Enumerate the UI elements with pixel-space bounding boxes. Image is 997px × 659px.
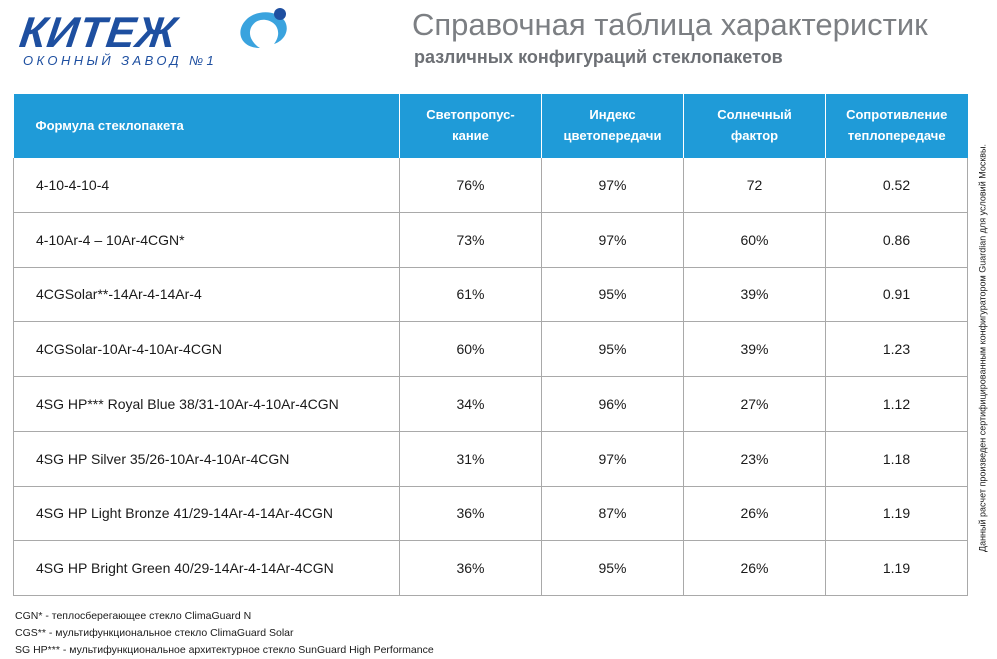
side-note-text: Данный расчет произведен сертифицированн…	[977, 143, 988, 553]
table-row: 4-10Ar-4 – 10Ar-4CGN* 73% 97% 60% 0.86	[13, 212, 968, 268]
cell-solar-factor: 27%	[683, 376, 826, 432]
cell-light-transmission: 31%	[399, 431, 542, 487]
table-row: 4CGSolar**-14Ar-4-14Ar-4 61% 95% 39% 0.9…	[13, 267, 968, 323]
cell-color-rendering: 87%	[541, 486, 684, 542]
cell-heat-resistance: 1.23	[825, 321, 968, 377]
cell-heat-resistance: 0.86	[825, 212, 968, 268]
company-logo: КИТЕЖ ОКОННЫЙ ЗАВОД №1	[16, 4, 288, 74]
characteristics-table-container: Формула стеклопакета Светопропус- кание …	[13, 94, 968, 596]
cell-formula: 4-10-4-10-4	[13, 158, 400, 213]
cell-formula: 4SG HP Silver 35/26-10Ar-4-10Ar-4CGN	[13, 431, 400, 487]
page-subtitle: различных конфигураций стеклопакетов	[414, 47, 783, 67]
cell-color-rendering: 97%	[541, 158, 684, 213]
cell-light-transmission: 73%	[399, 212, 542, 268]
cell-formula: 4CGSolar-10Ar-4-10Ar-4CGN	[13, 321, 400, 377]
cell-heat-resistance: 1.19	[825, 540, 968, 596]
logo-brand-text: КИТЕЖ	[16, 9, 181, 57]
footnote-sghp: SG HP*** - мультифункциональное архитект…	[15, 644, 434, 656]
cell-solar-factor: 26%	[683, 486, 826, 542]
header-solar-factor: Солнечный фактор	[683, 94, 826, 158]
page-title: Справочная таблица характеристик	[412, 7, 928, 42]
characteristics-table: Формула стеклопакета Светопропус- кание …	[13, 94, 968, 596]
table-row: 4SG HP Light Bronze 41/29-14Ar-4-14Ar-4C…	[13, 486, 968, 542]
table-header-row: Формула стеклопакета Светопропус- кание …	[13, 94, 968, 158]
cell-formula: 4SG HP Light Bronze 41/29-14Ar-4-14Ar-4C…	[13, 486, 400, 542]
logo-tagline: ОКОННЫЙ ЗАВОД №1	[23, 53, 218, 68]
cell-light-transmission: 36%	[399, 486, 542, 542]
cell-solar-factor: 72	[683, 158, 826, 213]
cell-solar-factor: 26%	[683, 540, 826, 596]
cell-light-transmission: 34%	[399, 376, 542, 432]
header-heat-resistance: Сопротивление теплопередаче	[825, 94, 968, 158]
table-row: 4CGSolar-10Ar-4-10Ar-4CGN 60% 95% 39% 1.…	[13, 321, 968, 377]
cell-solar-factor: 39%	[683, 267, 826, 323]
cell-heat-resistance: 1.18	[825, 431, 968, 487]
cell-solar-factor: 60%	[683, 212, 826, 268]
cell-heat-resistance: 0.52	[825, 158, 968, 213]
cell-heat-resistance: 1.12	[825, 376, 968, 432]
cell-heat-resistance: 1.19	[825, 486, 968, 542]
cell-heat-resistance: 0.91	[825, 267, 968, 323]
footnote-cgs: CGS** - мультифункциональное стекло Clim…	[15, 627, 294, 639]
cell-color-rendering: 97%	[541, 431, 684, 487]
cell-formula: 4CGSolar**-14Ar-4-14Ar-4	[13, 267, 400, 323]
cell-solar-factor: 39%	[683, 321, 826, 377]
cell-color-rendering: 95%	[541, 267, 684, 323]
cell-light-transmission: 76%	[399, 158, 542, 213]
table-row: 4SG HP Bright Green 40/29-14Ar-4-14Ar-4C…	[13, 540, 968, 596]
cell-light-transmission: 61%	[399, 267, 542, 323]
cell-formula: 4SG HP*** Royal Blue 38/31-10Ar-4-10Ar-4…	[13, 376, 400, 432]
cell-light-transmission: 36%	[399, 540, 542, 596]
header-light-transmission: Светопропус- кание	[399, 94, 542, 158]
footnotes: CGN* - теплосберегающее стекло ClimaGuar…	[15, 608, 434, 659]
table-row: 4-10-4-10-4 76% 97% 72 0.52	[13, 158, 968, 213]
cell-solar-factor: 23%	[683, 431, 826, 487]
header-color-rendering-index: Индекс цветопередачи	[541, 94, 684, 158]
cell-light-transmission: 60%	[399, 321, 542, 377]
cell-formula: 4SG HP Bright Green 40/29-14Ar-4-14Ar-4C…	[13, 540, 400, 596]
cell-color-rendering: 97%	[541, 212, 684, 268]
logo-swirl-icon	[240, 8, 287, 48]
table-row: 4SG HP Silver 35/26-10Ar-4-10Ar-4CGN 31%…	[13, 431, 968, 487]
cell-color-rendering: 95%	[541, 540, 684, 596]
cell-color-rendering: 95%	[541, 321, 684, 377]
header-formula: Формула стеклопакета	[13, 94, 400, 158]
footnote-cgn: CGN* - теплосберегающее стекло ClimaGuar…	[15, 610, 252, 622]
table-row: 4SG HP*** Royal Blue 38/31-10Ar-4-10Ar-4…	[13, 376, 968, 432]
cell-color-rendering: 96%	[541, 376, 684, 432]
cell-formula: 4-10Ar-4 – 10Ar-4CGN*	[13, 212, 400, 268]
